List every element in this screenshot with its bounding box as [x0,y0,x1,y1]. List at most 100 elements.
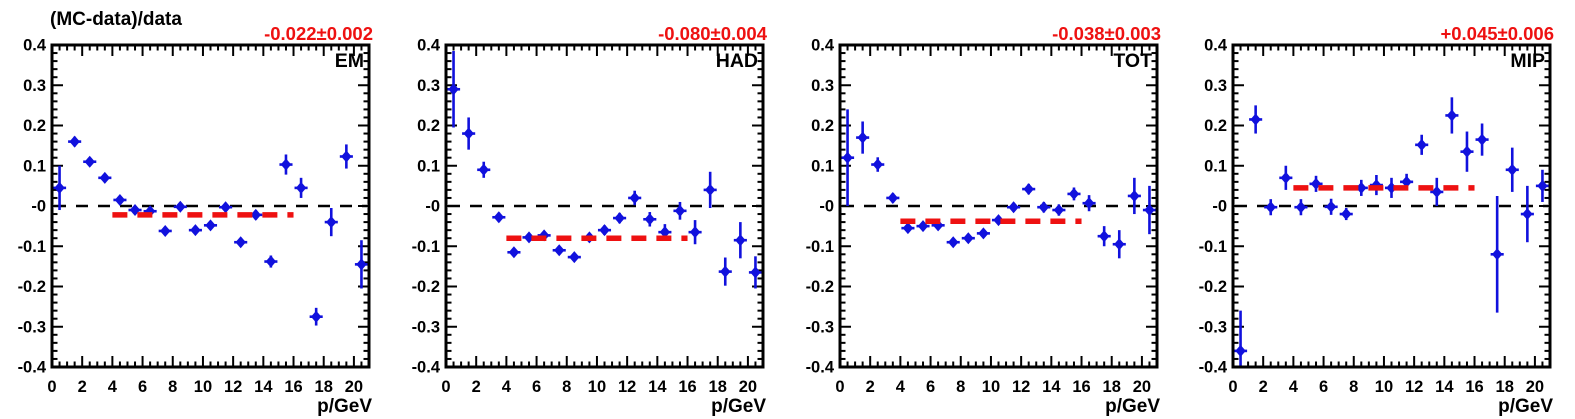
x-tick-label: 14 [1042,378,1061,396]
data-point [463,127,474,140]
axis-tick-labels: 0.4 0.3 0.2 0.1 -0 -0.1 -0.2 -0.3 -0.40 2 4 6 8 10 12 1… [805,37,1151,397]
data-point [478,163,489,176]
x-tick-label: 18 [315,378,333,396]
data-point [750,266,761,279]
panel-name-label: TOT [1113,50,1152,72]
data-point [1537,179,1548,192]
data-point [54,181,65,194]
x-tick-label: 12 [1405,378,1423,396]
x-tick-label: 16 [1072,378,1090,396]
y-tick-label: 0.2 [1204,117,1227,135]
y-tick-label: -0.4 [18,359,47,377]
x-tick-label: 2 [471,378,480,396]
x-tick-label: 8 [562,378,571,396]
y-tick-label: -0.4 [411,359,440,377]
x-tick-label: 0 [835,378,844,396]
x-axis-label: p/GeV [317,396,372,417]
y-tick-label: -0.2 [1199,278,1227,296]
x-tick-label: 14 [1435,378,1454,396]
y-tick-label: -0.3 [805,318,833,336]
data-point [1235,344,1246,357]
data-point [1462,145,1473,158]
x-tick-label: 12 [618,378,636,396]
data-point [220,201,231,214]
x-tick-label: 18 [708,378,726,396]
fit-result-label: -0.080±0.004 [658,23,768,44]
data-point [1507,163,1518,176]
data-point [947,236,958,249]
x-tick-label: 20 [1526,378,1544,396]
x-tick-label: 0 [47,378,56,396]
data-series [841,109,1155,259]
data-point [1098,230,1109,243]
axis-tick-labels: 0.4 0.3 0.2 0.1 -0 -0.1 -0.2 -0.3 -0.40 2 4 6 8 10 12 1… [411,37,757,397]
y-tick-label: -0.1 [411,238,439,256]
y-tick-label: -0.2 [411,278,439,296]
data-point [1128,189,1140,202]
data-point [689,226,701,239]
x-tick-label: 12 [1011,378,1029,396]
data-point [1265,201,1277,214]
x-tick-label: 14 [254,378,273,396]
x-tick-label: 0 [1229,378,1238,396]
data-series [447,51,762,289]
x-tick-label: 12 [224,378,242,396]
data-point [962,232,974,245]
x-tick-label: 18 [1102,378,1120,396]
data-point [448,83,459,96]
data-point [280,158,292,171]
y-tick-label: 0.1 [1204,157,1227,175]
data-point [887,191,898,204]
fit-result-label: +0.045±0.006 [1441,23,1555,44]
x-tick-label: 4 [108,378,118,396]
data-point [674,204,685,217]
y-tick-label: -0.3 [411,318,439,336]
data-point [356,258,367,271]
y-tick-label: -0.1 [1199,238,1227,256]
x-tick-label: 10 [1375,378,1393,396]
panel-tot-chart: 0.4 0.3 0.2 0.1 -0 -0.1 -0.2 -0.3 -0.40 2 4 6 8 10 12 1… [805,23,1160,417]
data-point [1295,201,1307,214]
data-point [69,135,80,148]
x-tick-label: 2 [1259,378,1268,396]
x-tick-label: 4 [1289,378,1299,396]
y-tick-label: 0.2 [23,117,46,135]
data-point [326,216,337,229]
plot-frame [444,43,765,369]
data-point [295,181,307,194]
data-point [629,191,640,204]
data-point [856,131,868,144]
y-tick-label: 0.3 [811,77,834,95]
data-point [734,234,746,247]
x-axis-label: p/GeV [1498,396,1553,417]
data-point [1250,113,1262,126]
data-point [1386,181,1397,194]
y-tick-label: 0.1 [417,157,440,175]
panel-name-label: HAD [716,50,758,72]
y-tick-label: -0 [819,198,834,216]
y-tick-label: -0.3 [18,318,46,336]
y-tick-label: -0.4 [805,359,834,377]
y-tick-label: 0.2 [811,117,834,135]
x-tick-label: 16 [284,378,302,396]
data-point [1068,187,1079,200]
data-point [99,171,111,184]
data-point [1492,248,1503,261]
data-point [114,193,126,206]
y-tick-label: -0 [31,198,46,216]
y-tick-label: -0.3 [1199,318,1227,336]
y-tick-label: -0 [425,198,440,216]
x-tick-label: 20 [345,378,363,396]
data-point [992,214,1004,227]
y-tick-label: 0.4 [417,37,441,55]
x-axis-label: p/GeV [711,396,766,417]
data-point [1326,200,1337,213]
x-tick-label: 8 [1349,378,1358,396]
x-tick-label: 16 [1466,378,1484,396]
y-tick-label: -0.2 [805,278,833,296]
y-tick-label: -0.2 [18,278,46,296]
data-point [144,205,156,218]
data-point [205,219,216,232]
x-tick-label: 20 [738,378,756,396]
x-tick-label: 6 [138,378,147,396]
